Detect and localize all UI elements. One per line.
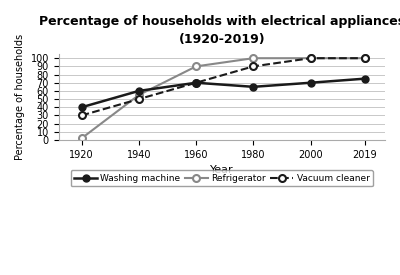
Y-axis label: Percentage of households: Percentage of households xyxy=(15,34,25,160)
Title: Percentage of households with electrical appliances
(1920-2019): Percentage of households with electrical… xyxy=(39,15,400,46)
Legend: Washing machine, Refrigerator, Vacuum cleaner: Washing machine, Refrigerator, Vacuum cl… xyxy=(71,170,373,186)
X-axis label: Year: Year xyxy=(210,165,234,175)
